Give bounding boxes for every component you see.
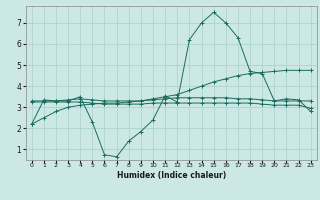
X-axis label: Humidex (Indice chaleur): Humidex (Indice chaleur) xyxy=(116,171,226,180)
